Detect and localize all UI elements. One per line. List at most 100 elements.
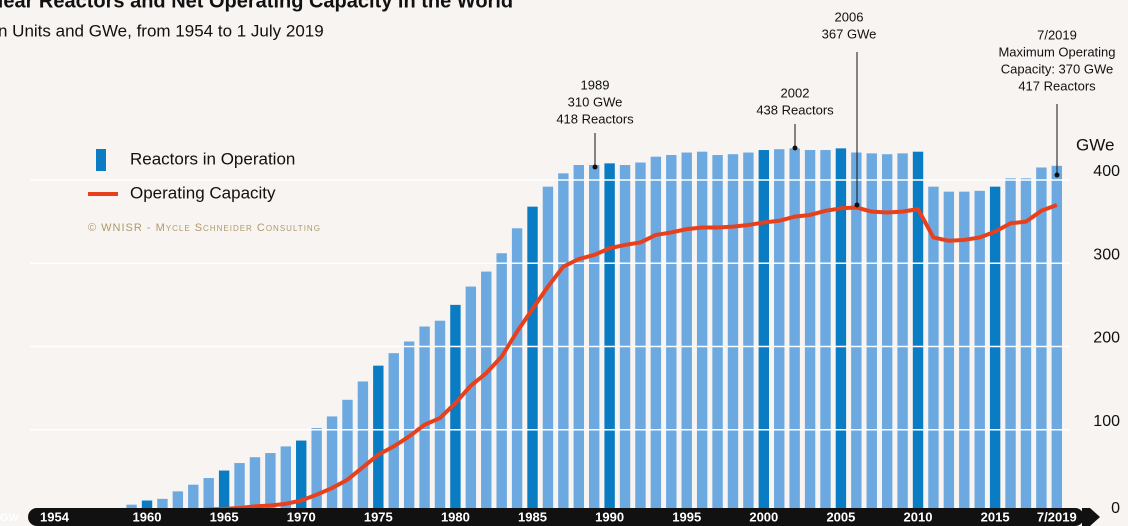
x-tick-label: 7/2019: [1037, 509, 1077, 524]
x-tick-label: 1965: [210, 509, 239, 524]
bar: [928, 186, 939, 513]
bar: [712, 155, 723, 513]
bar: [1020, 178, 1032, 513]
bar: [696, 151, 708, 513]
bar: [527, 206, 538, 513]
bar: [851, 152, 862, 513]
bar: [450, 304, 461, 513]
y-axis-label: GWe: [1076, 135, 1114, 154]
bar: [743, 152, 754, 513]
y-tick-label: 300: [1093, 246, 1120, 263]
legend-label: Operating Capacity: [130, 183, 276, 202]
chart-title: Nuclear Reactors and Net Operating Capac…: [0, 0, 513, 12]
x-tick-label: 2015: [981, 509, 1010, 524]
bar: [1051, 165, 1062, 513]
bar: [959, 191, 970, 513]
bar: [866, 153, 877, 514]
bar: [681, 152, 692, 513]
bar: [188, 484, 199, 513]
bar: [203, 478, 214, 513]
annotation: 438 Reactors: [756, 102, 834, 117]
x-tick-label: 2005: [826, 509, 855, 524]
y-tick-label: 0: [1111, 500, 1120, 517]
leader-dot: [1054, 172, 1060, 178]
y-tick-label: 200: [1093, 330, 1120, 347]
leader-dot: [854, 202, 860, 208]
bar: [881, 154, 893, 513]
bar: [589, 165, 600, 513]
bar: [1036, 167, 1047, 513]
legend-swatch: [96, 149, 106, 171]
bar: [172, 491, 184, 513]
bar: [218, 470, 230, 513]
bar: [357, 381, 369, 513]
bar: [989, 186, 1001, 513]
bar: [311, 428, 322, 513]
bar: [496, 253, 507, 513]
leader-dot: [792, 145, 798, 151]
bar: [912, 151, 924, 513]
bar: [835, 148, 847, 514]
x-tick-label: 2000: [749, 509, 778, 524]
year-band-arrow: [1082, 508, 1100, 526]
bar: [511, 228, 523, 513]
annotation: 418 Reactors: [556, 111, 634, 126]
bar: [789, 148, 800, 514]
bar: [558, 173, 569, 513]
bar: [249, 457, 261, 513]
bar: [542, 186, 554, 513]
bar: [573, 165, 584, 513]
bar: [403, 341, 415, 513]
bar: [758, 150, 770, 513]
bar: [141, 500, 153, 513]
bar: [727, 154, 739, 513]
annotation: 1989: [581, 77, 610, 92]
bar: [619, 165, 631, 513]
bar: [373, 365, 384, 513]
bar: [1005, 178, 1016, 513]
bar: [465, 286, 477, 513]
bar: [604, 163, 615, 513]
annotation: 417 Reactors: [1018, 78, 1096, 93]
bar: [650, 156, 662, 513]
annotation: 2002: [781, 85, 810, 100]
x-tick-label: 2010: [904, 509, 933, 524]
annotation: 367 GWe: [822, 26, 877, 41]
leader-dot: [592, 164, 598, 170]
bar: [774, 149, 785, 513]
bar: [265, 453, 276, 513]
bar: [943, 191, 955, 513]
bar: [897, 153, 908, 514]
bar: [326, 416, 338, 513]
bar: [157, 498, 168, 513]
x-tick-label: 1954: [40, 509, 70, 524]
chart-subtitle: n Units and GWe, from 1954 to 1 July 201…: [0, 21, 324, 40]
x-tick-label: 1960: [133, 509, 162, 524]
y-tick-label: 100: [1093, 413, 1120, 430]
bar: [820, 150, 831, 513]
bar: [296, 440, 307, 513]
bar: [342, 399, 353, 513]
bar: [666, 155, 677, 513]
year-band: [28, 508, 1084, 526]
annotations: [592, 52, 1060, 208]
y-tick-label: 400: [1093, 163, 1120, 180]
annotation: Capacity: 370 GWe: [1001, 61, 1113, 76]
bar: [481, 271, 492, 513]
copyright: © WNISR - Mycle Schneider Consulting: [88, 222, 321, 234]
x-tick-label: 1975: [364, 509, 393, 524]
y-axis-label-left: GW: [0, 512, 20, 524]
annotation: 2006: [835, 9, 864, 24]
bar: [280, 446, 291, 513]
x-tick-label: 1970: [287, 509, 316, 524]
x-tick-label: 1995: [672, 509, 701, 524]
annotation: 310 GWe: [568, 94, 623, 109]
legend-label: Reactors in Operation: [130, 149, 295, 168]
bar: [635, 162, 646, 513]
bar: [804, 150, 816, 513]
x-tick-label: 1990: [595, 509, 624, 524]
bar: [419, 326, 430, 513]
annotation: 7/2019: [1037, 27, 1077, 42]
